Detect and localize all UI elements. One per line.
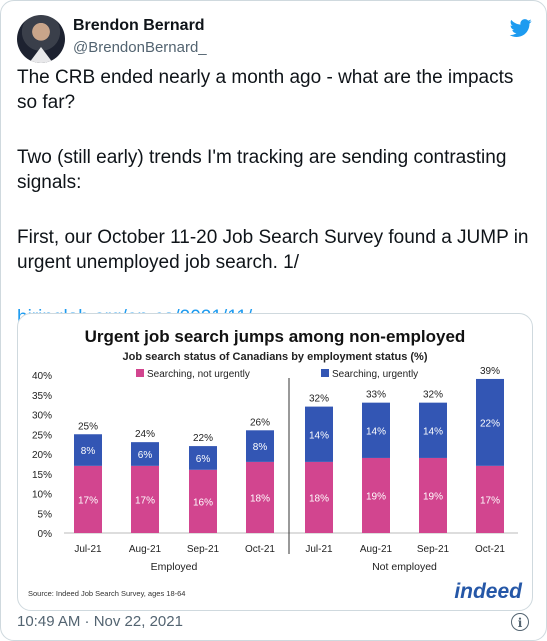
bar-value-label: 6%	[138, 450, 153, 461]
bar-value-label: 19%	[423, 491, 443, 502]
bar-segment	[305, 406, 333, 462]
bar-value-label: 22%	[480, 418, 500, 429]
bar-segment	[131, 465, 159, 533]
group-label: Employed	[151, 561, 198, 573]
bar-segment	[362, 402, 390, 458]
bar-total-label: 25%	[78, 421, 98, 432]
twitter-bird-icon	[509, 19, 532, 37]
bar-segment	[189, 469, 217, 533]
bar-segment	[362, 457, 390, 533]
x-tick-label: Sep-21	[187, 544, 220, 555]
x-tick-label: Jul-21	[74, 544, 102, 555]
bar-value-label: 8%	[81, 446, 96, 457]
y-tick-label: 0%	[38, 529, 53, 540]
x-tick-label: Aug-21	[129, 544, 162, 555]
bar-value-label: 14%	[309, 430, 329, 441]
legend-swatch	[321, 369, 329, 377]
bar-segment	[131, 442, 159, 466]
bar-segment	[419, 457, 447, 533]
y-tick-label: 10%	[32, 490, 52, 501]
chart-plot-area: 0% 5% 10% 15% 20% 25% 30% 35% 40% Searching, not …	[32, 366, 518, 573]
bar-segment	[305, 461, 333, 533]
bar-value-label: 8%	[253, 442, 268, 453]
bar-segment	[246, 430, 274, 462]
bar-total-label: 32%	[309, 394, 329, 405]
y-tick-label: 25%	[32, 430, 52, 441]
bar-value-label: 18%	[250, 493, 270, 504]
bar-segment	[74, 465, 102, 533]
legend-swatch	[136, 369, 144, 377]
author-handle[interactable]: @BrendonBernard_	[73, 39, 207, 56]
indeed-logo: indeed	[454, 580, 523, 603]
bar-segment	[74, 434, 102, 466]
chart-subtitle: Job search status of Canadians by employ…	[122, 351, 427, 363]
bar-segment	[246, 461, 274, 533]
tweet-timestamp[interactable]: 10:49 AM · Nov 22, 2021	[17, 613, 183, 630]
bar-total-label: 22%	[193, 433, 213, 444]
bar-segment	[189, 446, 217, 470]
legend-label: Searching, not urgently	[147, 369, 250, 380]
bar-segment	[476, 465, 504, 533]
bar-value-label: 17%	[480, 495, 500, 506]
x-tick-label: Jul-21	[305, 544, 333, 555]
x-tick-label: Aug-21	[360, 544, 393, 555]
tweet-paragraph-2: Two (still early) trends I'm tracking ar…	[17, 147, 507, 193]
group-label: Not employed	[372, 561, 437, 573]
bar-total-label: 39%	[480, 366, 500, 377]
author-name[interactable]: Brendon Bernard	[73, 17, 205, 34]
bar-value-label: 19%	[366, 491, 386, 502]
job-search-chart: Urgent job search jumps among non-employ…	[28, 327, 523, 603]
info-icon[interactable]: i	[511, 613, 529, 631]
bar-segment	[476, 378, 504, 466]
x-tick-label: Oct-21	[245, 544, 275, 555]
bar-total-label: 32%	[423, 390, 443, 401]
chart-source: Source: Indeed Job Search Survey, ages 1…	[28, 589, 185, 598]
bar-value-label: 14%	[423, 426, 443, 437]
y-tick-label: 35%	[32, 391, 52, 402]
bar-value-label: 18%	[309, 493, 329, 504]
x-tick-label: Oct-21	[475, 544, 505, 555]
avatar[interactable]	[17, 15, 65, 63]
bar-value-label: 6%	[196, 454, 211, 465]
bar-value-label: 16%	[193, 497, 213, 508]
bar-total-label: 26%	[250, 417, 270, 428]
y-tick-label: 15%	[32, 470, 52, 481]
chart-title: Urgent job search jumps among non-employ…	[85, 327, 466, 346]
x-tick-label: Sep-21	[417, 544, 450, 555]
tweet-paragraph-1: The CRB ended nearly a month ago - what …	[17, 67, 514, 113]
y-tick-label: 5%	[38, 509, 53, 520]
tweet-media[interactable]: Urgent job search jumps among non-employ…	[17, 313, 533, 611]
tweet-paragraph-3: First, our October 11-20 Job Search Surv…	[17, 227, 529, 273]
y-tick-label: 40%	[32, 371, 52, 382]
y-tick-label: 30%	[32, 411, 52, 422]
bar-value-label: 17%	[78, 495, 98, 506]
y-tick-label: 20%	[32, 450, 52, 461]
bar-value-label: 14%	[366, 426, 386, 437]
bar-total-label: 24%	[135, 429, 155, 440]
bar-value-label: 17%	[135, 495, 155, 506]
avatar-shirt	[29, 47, 53, 63]
legend-label: Searching, urgently	[332, 369, 418, 380]
bar-total-label: 33%	[366, 390, 386, 401]
bar-segment	[419, 402, 447, 458]
